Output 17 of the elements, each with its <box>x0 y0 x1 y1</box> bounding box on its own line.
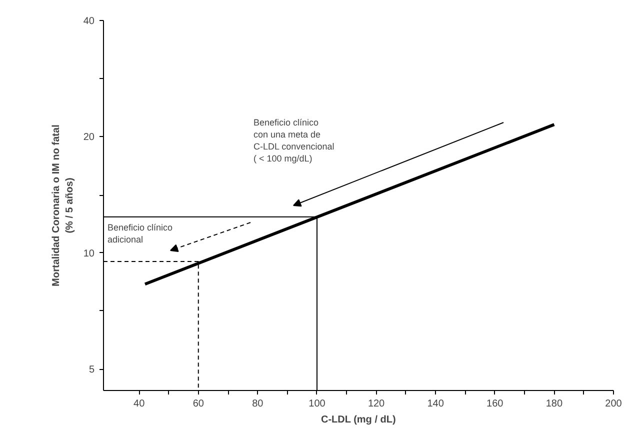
y-axis-title: Mortalidad Coronaria o IM no fatal (% / 5 años) <box>51 124 76 286</box>
x-tick-label: 140 <box>427 398 444 410</box>
y-tick-label: 40 <box>83 16 95 27</box>
x-tick-label: 60 <box>192 398 204 410</box>
annotation: Beneficio clínico con una meta de C-LDL convencional ( < 100 mg/dL) <box>254 118 334 164</box>
x-tick-label: 80 <box>252 398 264 410</box>
annotation: Beneficio clínico adicional <box>108 222 173 244</box>
x-tick-label: 100 <box>308 398 326 410</box>
x-tick-label: 200 <box>605 398 622 410</box>
x-tick-label: 40 <box>134 398 146 410</box>
x-tick-label: 120 <box>368 398 386 410</box>
x-axis-title: C-LDL (mg / dL) <box>321 414 396 426</box>
y-tick-label: 10 <box>83 248 95 260</box>
y-tick-label: 20 <box>83 132 95 144</box>
y-tick-label: 5 <box>88 364 95 376</box>
x-tick-label: 160 <box>486 398 504 410</box>
x-tick-label: 180 <box>546 398 563 410</box>
